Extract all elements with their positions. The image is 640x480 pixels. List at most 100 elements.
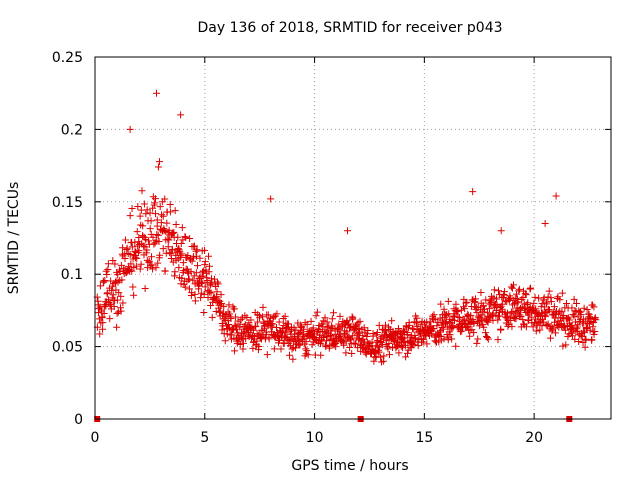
data-point (103, 289, 111, 297)
data-point (481, 329, 489, 337)
data-point (402, 353, 410, 361)
data-point (532, 327, 540, 335)
data-point (117, 307, 125, 315)
data-point (393, 334, 401, 342)
data-point (259, 313, 267, 321)
data-point (163, 219, 171, 227)
data-point (186, 235, 194, 243)
data-point (472, 295, 480, 303)
data-point (507, 316, 515, 324)
data-point (512, 307, 520, 315)
data-point (110, 303, 118, 311)
data-point (193, 246, 201, 254)
data-point (470, 329, 478, 337)
data-point (153, 216, 161, 224)
data-point (153, 222, 161, 230)
data-point (468, 326, 476, 334)
data-point (147, 262, 155, 270)
data-point (440, 335, 448, 343)
data-point (498, 300, 506, 308)
data-point (521, 290, 529, 298)
chart-title: Day 136 of 2018, SRMTID for receiver p04… (197, 20, 502, 36)
data-point (207, 289, 215, 297)
data-point (434, 318, 442, 326)
data-point (590, 331, 598, 339)
data-point (373, 328, 381, 336)
data-point (249, 344, 257, 352)
data-point (454, 307, 462, 315)
data-point (364, 326, 372, 334)
data-point (152, 264, 160, 272)
y-tick-label: 0.2 (61, 122, 83, 138)
data-point (437, 300, 445, 308)
data-point (247, 316, 255, 324)
data-point (423, 340, 431, 348)
data-point (182, 265, 190, 273)
data-point (100, 309, 108, 317)
data-point (526, 285, 534, 293)
data-point (177, 239, 185, 247)
data-point (126, 250, 134, 258)
data-point (460, 295, 468, 303)
data-point (273, 310, 281, 318)
data-point (154, 231, 162, 239)
data-point (527, 284, 535, 292)
data-point (556, 296, 564, 304)
data-point (243, 313, 251, 321)
data-point (182, 233, 190, 241)
data-point (208, 313, 216, 321)
data-point (150, 240, 158, 248)
data-point (336, 312, 344, 320)
data-point (317, 351, 325, 359)
data-point (469, 188, 477, 196)
data-point (292, 344, 300, 352)
data-point (178, 250, 186, 258)
data-point (474, 335, 482, 343)
data-point (571, 335, 579, 343)
data-points (93, 89, 600, 422)
data-point (285, 351, 293, 359)
data-point (354, 329, 362, 337)
data-point (561, 326, 569, 334)
data-point (206, 288, 214, 296)
data-point (303, 347, 311, 355)
x-tick-label: 0 (91, 430, 100, 446)
data-point (431, 337, 439, 345)
data-point (102, 267, 110, 275)
data-point (550, 303, 558, 311)
data-point (546, 334, 554, 342)
data-point (205, 262, 213, 270)
data-point (580, 304, 588, 312)
data-point (201, 283, 209, 291)
data-point (128, 243, 136, 251)
data-point (395, 349, 403, 357)
data-point (377, 353, 385, 361)
data-point (145, 237, 153, 245)
data-point (161, 195, 169, 203)
data-point (141, 285, 149, 293)
data-point (137, 260, 145, 268)
data-point (200, 290, 208, 298)
y-tick-label: 0.05 (52, 340, 83, 356)
data-point (99, 325, 107, 333)
data-point (332, 343, 340, 351)
data-point (444, 336, 452, 344)
data-point (149, 265, 157, 273)
data-point (192, 252, 200, 260)
data-point (433, 322, 441, 330)
data-point (188, 257, 196, 265)
data-point (265, 335, 273, 343)
data-point (375, 321, 383, 329)
data-point (159, 245, 167, 253)
data-point (106, 300, 114, 308)
data-point (196, 254, 204, 262)
data-point (527, 313, 535, 321)
data-point (356, 317, 364, 325)
data-point (524, 299, 532, 307)
data-point (136, 212, 144, 220)
data-point (181, 233, 189, 241)
data-point (128, 267, 136, 275)
data-point (188, 289, 196, 297)
data-point (484, 318, 492, 326)
data-point (137, 206, 145, 214)
